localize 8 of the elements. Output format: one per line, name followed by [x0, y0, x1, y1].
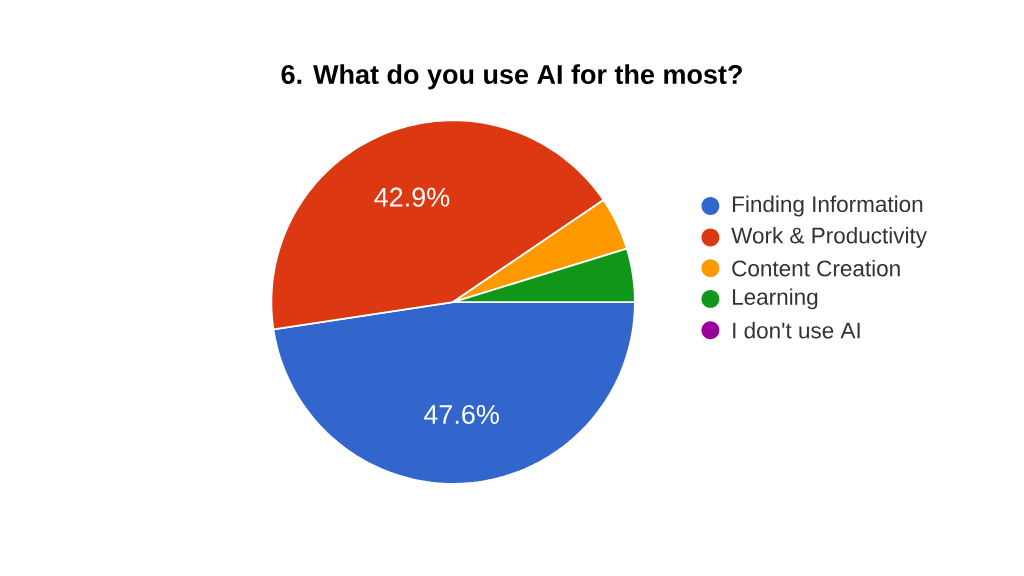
legend-label: Learning	[732, 288, 818, 310]
chart-title: 6. What do you use AI for the most?	[281, 64, 742, 90]
data-label: 42.9%	[374, 187, 450, 207]
legend-label: Work & Productivity	[731, 226, 927, 248]
legend-label: Content Creation	[732, 259, 900, 277]
data-label: 47.6%	[423, 404, 499, 424]
legend-label: Finding Information	[732, 195, 923, 217]
legend-label: I don't use AI	[733, 321, 860, 339]
